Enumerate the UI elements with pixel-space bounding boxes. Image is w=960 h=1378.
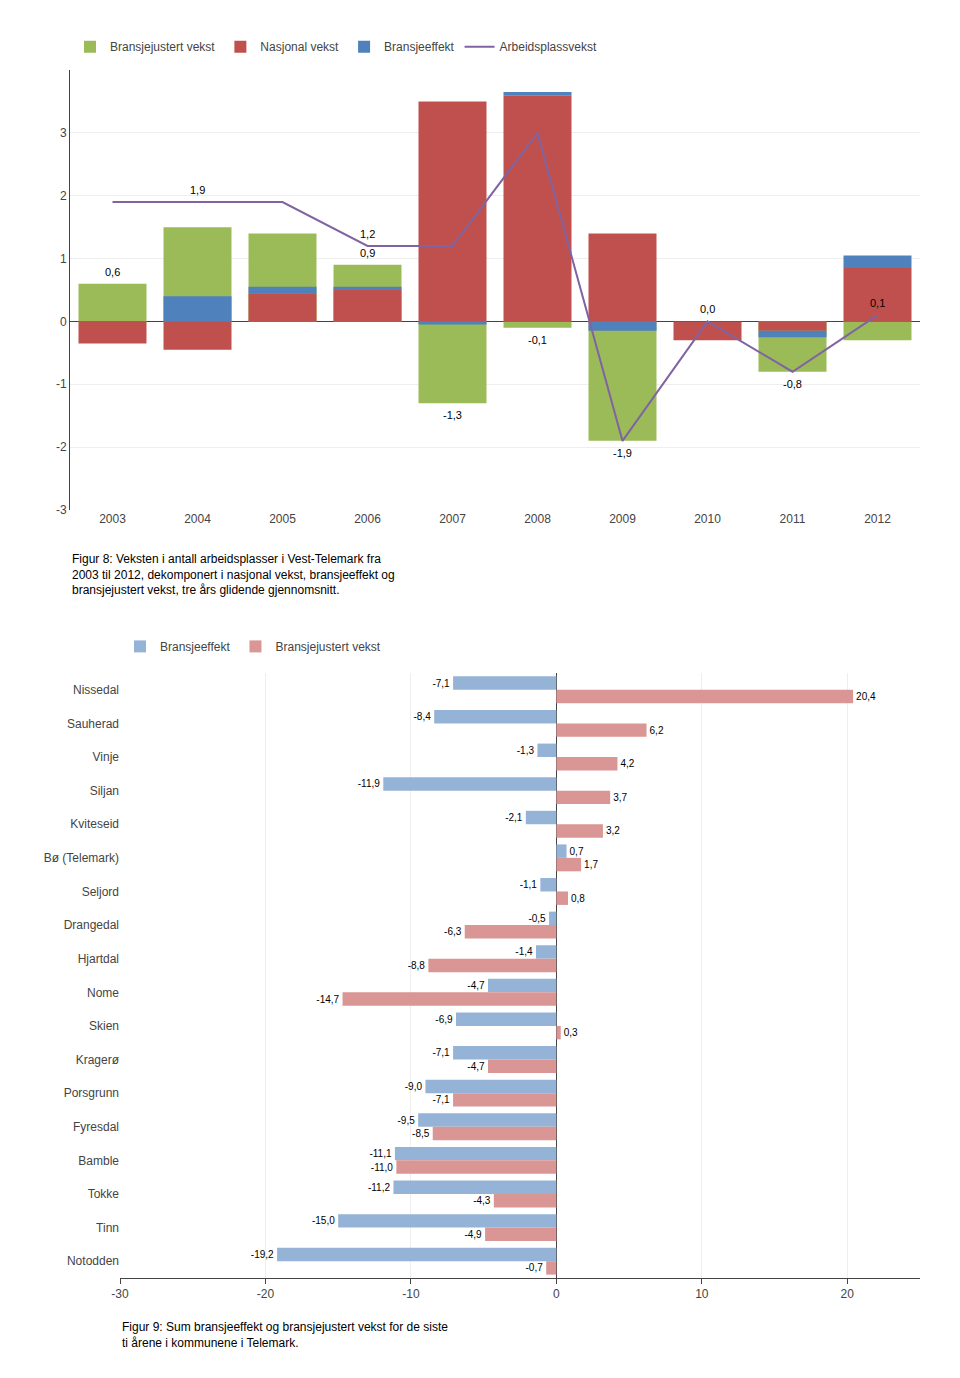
svg-text:2010: 2010 (694, 512, 721, 526)
svg-text:-15,0: -15,0 (312, 1215, 335, 1226)
svg-text:2006: 2006 (354, 512, 381, 526)
svg-text:-0,1: -0,1 (528, 334, 547, 346)
svg-text:Kragerø: Kragerø (76, 1053, 120, 1067)
svg-text:0: 0 (60, 315, 67, 329)
svg-text:Nome: Nome (87, 986, 119, 1000)
svg-text:-9,0: -9,0 (405, 1081, 423, 1092)
svg-text:-8,4: -8,4 (414, 711, 432, 722)
svg-text:-1,3: -1,3 (517, 745, 535, 756)
svg-text:0: 0 (553, 1287, 560, 1301)
svg-text:-9,5: -9,5 (398, 1115, 416, 1126)
svg-text:-2,1: -2,1 (505, 812, 523, 823)
svg-text:0,0: 0,0 (700, 303, 715, 315)
svg-text:3: 3 (60, 126, 67, 140)
svg-text:-11,9: -11,9 (358, 778, 380, 789)
svg-text:Bø (Telemark): Bø (Telemark) (44, 851, 119, 865)
svg-text:Drangedal: Drangedal (64, 918, 119, 932)
svg-text:-1,3: -1,3 (443, 409, 462, 421)
svg-text:-8,5: -8,5 (412, 1128, 430, 1139)
svg-text:0,1: 0,1 (870, 297, 885, 309)
svg-text:-4,9: -4,9 (464, 1229, 482, 1240)
svg-text:-11,2: -11,2 (368, 1182, 390, 1193)
svg-text:Nasjonal vekst: Nasjonal vekst (260, 40, 339, 54)
svg-text:-14,7: -14,7 (316, 994, 339, 1005)
svg-text:3,7: 3,7 (613, 792, 627, 803)
svg-text:-1,1: -1,1 (520, 879, 538, 890)
svg-text:-4,7: -4,7 (467, 980, 485, 991)
svg-text:Sauherad: Sauherad (67, 717, 119, 731)
svg-text:Bransjejustert vekst: Bransjejustert vekst (110, 40, 215, 54)
svg-text:Arbeidsplassvekst: Arbeidsplassvekst (500, 40, 597, 54)
svg-text:0,6: 0,6 (105, 266, 120, 278)
svg-text:-0,7: -0,7 (526, 1262, 544, 1273)
svg-text:-11,1: -11,1 (369, 1148, 391, 1159)
svg-text:-20: -20 (257, 1287, 275, 1301)
svg-text:Vinje: Vinje (93, 750, 120, 764)
svg-text:Kviteseid: Kviteseid (70, 817, 119, 831)
svg-text:4,2: 4,2 (620, 758, 634, 769)
svg-text:-1: -1 (56, 377, 67, 391)
svg-text:Bransjeeffekt: Bransjeeffekt (384, 40, 454, 54)
svg-text:2004: 2004 (184, 512, 211, 526)
svg-text:2011: 2011 (780, 512, 806, 526)
svg-text:-11,0: -11,0 (371, 1162, 393, 1173)
svg-text:-4,7: -4,7 (467, 1061, 485, 1072)
svg-text:-30: -30 (111, 1287, 129, 1301)
svg-text:-6,9: -6,9 (435, 1014, 453, 1025)
svg-text:Hjartdal: Hjartdal (78, 952, 119, 966)
svg-text:Siljan: Siljan (90, 784, 119, 798)
svg-text:-8,8: -8,8 (408, 960, 426, 971)
svg-text:Porsgrunn: Porsgrunn (64, 1086, 119, 1100)
svg-text:1,9: 1,9 (190, 184, 205, 196)
svg-text:2003: 2003 (99, 512, 126, 526)
svg-text:Tokke: Tokke (88, 1187, 120, 1201)
svg-text:1,7: 1,7 (584, 859, 598, 870)
svg-text:Figur 9: Sum bransjeeffekt og: Figur 9: Sum bransjeeffekt og bransjejus… (122, 1320, 448, 1350)
svg-text:Notodden: Notodden (67, 1254, 119, 1268)
svg-text:-4,3: -4,3 (473, 1195, 491, 1206)
svg-text:-3: -3 (56, 503, 67, 517)
svg-text:0,7: 0,7 (570, 846, 584, 857)
svg-text:-7,1: -7,1 (432, 678, 450, 689)
svg-text:2009: 2009 (609, 512, 636, 526)
svg-text:-7,1: -7,1 (432, 1047, 450, 1058)
svg-text:3,2: 3,2 (606, 825, 620, 836)
svg-text:Nissedal: Nissedal (73, 683, 119, 697)
svg-text:2012: 2012 (864, 512, 891, 526)
svg-text:2005: 2005 (269, 512, 296, 526)
svg-text:Tinn: Tinn (96, 1221, 119, 1235)
svg-text:-19,2: -19,2 (251, 1249, 274, 1260)
svg-text:-0,8: -0,8 (783, 378, 802, 390)
svg-text:Seljord: Seljord (82, 885, 119, 899)
svg-text:-0,5: -0,5 (528, 913, 546, 924)
svg-text:-6,3: -6,3 (444, 926, 462, 937)
svg-text:Bamble: Bamble (78, 1154, 119, 1168)
svg-text:Figur 8: Veksten i antall arbe: Figur 8: Veksten i antall arbeidsplasser… (72, 552, 395, 597)
svg-text:0,8: 0,8 (571, 893, 585, 904)
svg-text:-1,9: -1,9 (613, 447, 632, 459)
svg-text:2007: 2007 (439, 512, 466, 526)
svg-text:Bransjejustert vekst: Bransjejustert vekst (275, 640, 380, 654)
svg-text:1: 1 (60, 252, 67, 266)
svg-text:1,2: 1,2 (360, 228, 375, 240)
svg-text:10: 10 (695, 1287, 709, 1301)
svg-text:0,3: 0,3 (564, 1027, 578, 1038)
svg-text:Skien: Skien (89, 1019, 119, 1033)
svg-text:0,9: 0,9 (360, 247, 375, 259)
svg-text:-1,4: -1,4 (515, 946, 533, 957)
svg-text:-2: -2 (56, 440, 67, 454)
svg-text:20: 20 (841, 1287, 855, 1301)
svg-text:20,4: 20,4 (856, 691, 876, 702)
svg-text:6,2: 6,2 (650, 725, 664, 736)
svg-text:2008: 2008 (524, 512, 551, 526)
svg-text:Bransjeeffekt: Bransjeeffekt (160, 640, 230, 654)
svg-text:-10: -10 (402, 1287, 420, 1301)
svg-text:2: 2 (60, 189, 67, 203)
svg-text:-7,1: -7,1 (432, 1094, 450, 1105)
svg-text:Fyresdal: Fyresdal (73, 1120, 119, 1134)
